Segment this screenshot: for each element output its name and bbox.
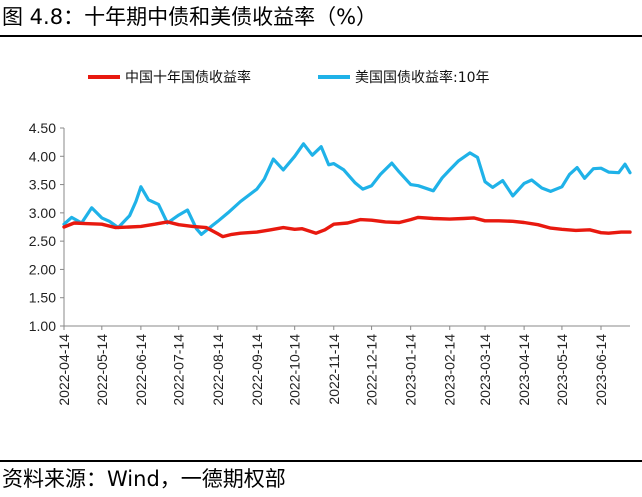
x-tick-label: 2023-02-14	[442, 334, 458, 406]
y-axis: 4.50 4.00 3.50 3.00 2.50 2.00 1.50 1.00	[29, 120, 65, 334]
x-tick-label: 2022-05-14	[94, 334, 110, 406]
x-tick-label: 2023-03-14	[477, 334, 493, 406]
y-tick-label: 1.50	[29, 290, 56, 306]
x-tick-label: 2023-04-14	[516, 334, 532, 406]
y-tick-label: 4.00	[29, 148, 56, 164]
y-tick-label: 3.00	[29, 205, 56, 221]
x-tick-label: 2023-06-14	[593, 334, 609, 406]
x-tick-label: 2023-01-14	[403, 334, 419, 406]
x-tick-label: 2022-06-14	[133, 334, 149, 406]
x-tick-label: 2022-11-14	[326, 334, 342, 405]
x-tick-label: 2022-08-14	[210, 334, 226, 406]
y-tick-label: 2.50	[29, 233, 56, 249]
legend-label-us: 美国国债收益率:10年	[355, 69, 490, 86]
y-tick-label: 1.00	[29, 318, 56, 334]
x-tick-label: 2022-09-14	[249, 334, 265, 406]
series-line-us	[62, 142, 632, 236]
y-tick-label: 2.00	[29, 261, 56, 277]
yield-chart: 中国十年国债收益率 美国国债收益率:10年 4.50 4.00 3.50 3.00 2.…	[29, 69, 632, 406]
x-tick-label: 2022-12-14	[364, 334, 380, 406]
x-tick-label: 2022-07-14	[171, 334, 187, 406]
y-tick-label: 4.50	[29, 120, 56, 136]
x-tick-label: 2023-05-14	[554, 334, 570, 406]
x-axis: 2022-04-14 2022-05-14 2022-06-14 2022-07-14…	[56, 325, 630, 406]
figure-title: 图 4.8：十年期中债和美债收益率（%）	[2, 5, 378, 29]
source-rule	[0, 460, 642, 462]
series-line-china	[62, 215, 632, 239]
title-rule	[0, 35, 642, 37]
legend-label-china: 中国十年国债收益率	[125, 69, 251, 86]
x-tick-label: 2022-10-14	[287, 334, 303, 406]
y-tick-label: 3.50	[29, 177, 56, 193]
chart-legend: 中国十年国债收益率 美国国债收益率:10年	[88, 69, 490, 86]
plot-area	[62, 142, 632, 239]
x-tick-label: 2022-04-14	[56, 334, 72, 406]
source-note: 资料来源：Wind，一德期权部	[2, 467, 286, 491]
